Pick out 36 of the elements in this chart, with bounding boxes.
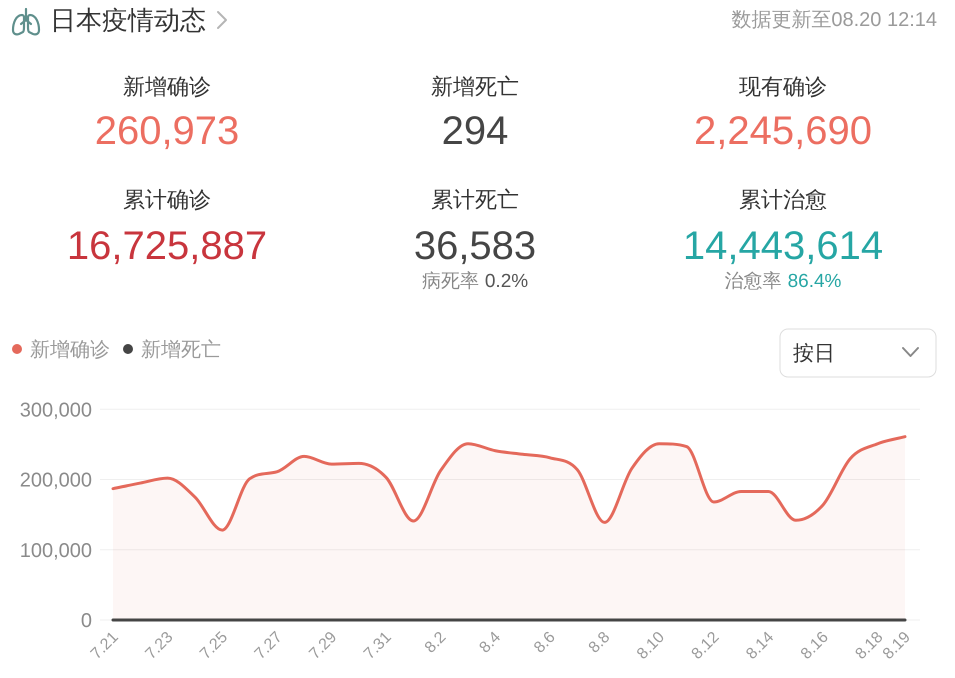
category-label: 现有确诊 <box>738 73 828 101</box>
category-label: 新增死亡 <box>430 73 520 101</box>
x-tick-label: 7.31 <box>360 628 396 663</box>
x-tick-label: 8.10 <box>634 628 668 663</box>
x-tick-label: 7.25 <box>197 628 232 663</box>
text: 36,583 <box>414 224 536 268</box>
text: 数据更新至08.20 12:14 <box>731 8 937 32</box>
text: 14,443,614 <box>682 224 884 268</box>
y-tick-label: 200,000 <box>20 470 92 492</box>
x-tick-label: 8.4 <box>476 628 504 657</box>
y-tick-label: 100,000 <box>20 540 92 562</box>
text: 日本疫情动态 <box>50 4 206 36</box>
legend-label: 新增死亡 <box>141 339 221 361</box>
x-tick-label: 7.29 <box>306 628 340 663</box>
text: 16,725,887 <box>66 224 268 268</box>
category-label: 病死率 <box>422 271 479 292</box>
x-tick-label: 8.8 <box>586 628 614 657</box>
category-label: 累计确诊 <box>122 186 212 214</box>
x-tick-label: 8.14 <box>743 628 778 663</box>
x-tick-label: 7.23 <box>142 628 177 663</box>
text: 按日 <box>793 342 835 365</box>
text: 0.2% <box>484 271 528 292</box>
x-tick-label: 8.6 <box>531 628 559 657</box>
category-label: 新增确诊 <box>122 73 212 101</box>
y-tick-label: 300,000 <box>20 399 92 422</box>
x-tick-label: 8.2 <box>422 628 450 657</box>
text: 294 <box>442 109 508 153</box>
category-label: 治愈率 <box>724 271 782 292</box>
x-tick-label: 8.12 <box>688 628 723 663</box>
text: 86.4% <box>788 271 842 292</box>
legend-label: 新增确诊 <box>30 339 110 361</box>
category-label: 累计死亡 <box>430 186 520 214</box>
text: 2,245,690 <box>694 109 872 153</box>
x-tick-label: 8.16 <box>798 628 832 663</box>
category-label: 累计治愈 <box>738 186 828 214</box>
text: 260,973 <box>94 109 240 153</box>
